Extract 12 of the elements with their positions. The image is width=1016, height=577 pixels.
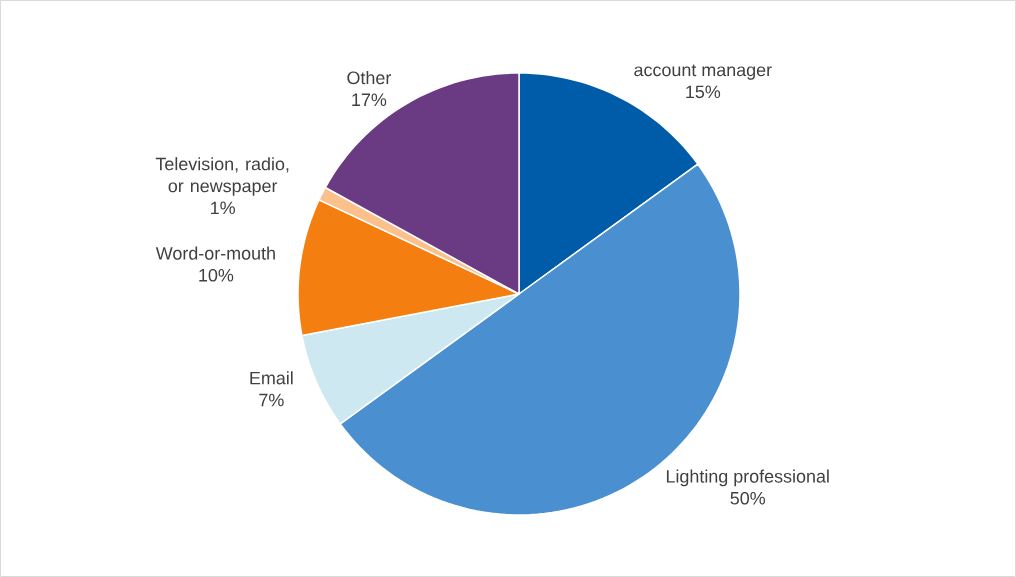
slice-label: Other [347, 71, 392, 85]
slice-label: Television, radio, or newspaper [155, 157, 289, 196]
slice-label: Lighting professional [666, 469, 829, 487]
data-label: 7% [259, 393, 284, 407]
slice-label: Email [250, 371, 293, 385]
slice-label: account manager [634, 64, 772, 80]
slice-label: Word-or-mouth [155, 246, 275, 260]
data-label: 1% [211, 201, 235, 215]
data-label: 17% [352, 93, 387, 107]
data-label: 10% [199, 268, 234, 282]
data-label: 15% [686, 85, 721, 99]
data-label: 50% [730, 491, 766, 505]
